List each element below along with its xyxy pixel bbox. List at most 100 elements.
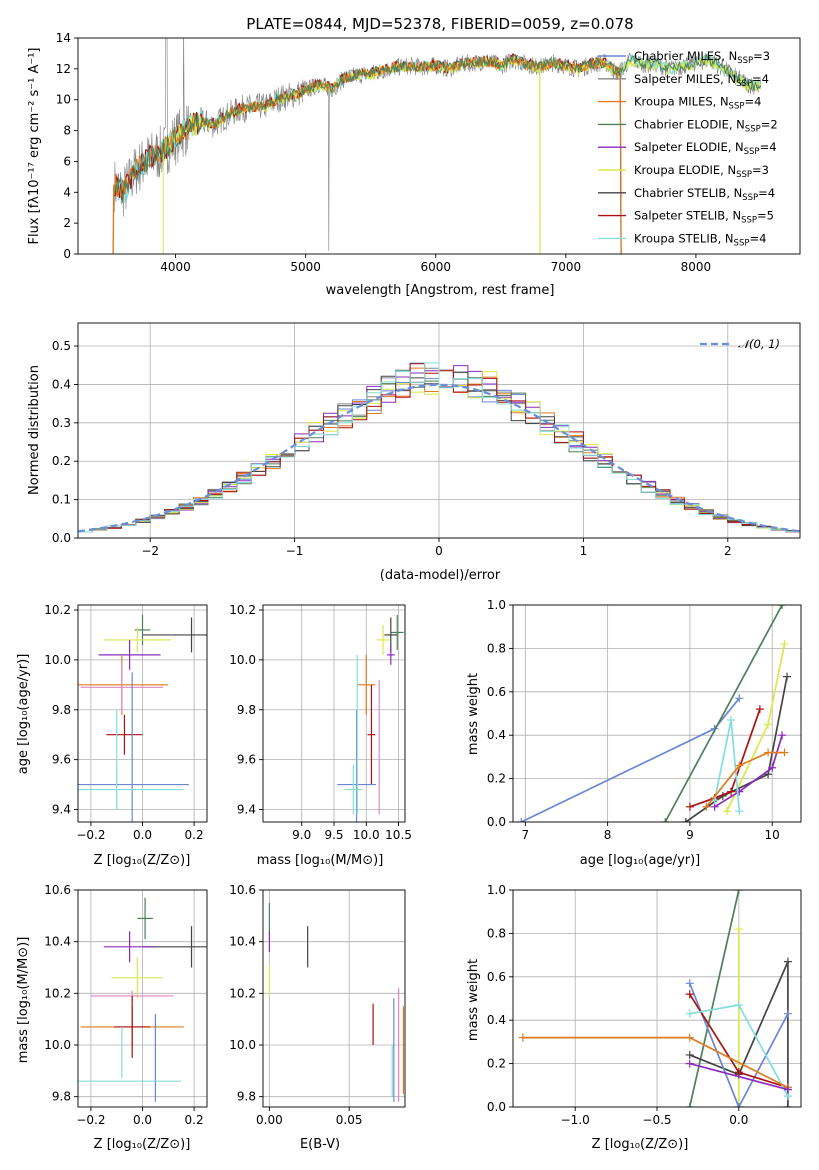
weight_vs_Z-axes: −1.0 −0.5 0.0 0.0 0.2 0.4 0.6 0.8 1.0 bbox=[487, 883, 802, 1127]
salpeter-stelib-model-line bbox=[113, 53, 622, 254]
age_vs_Z-ytick-label: 10.0 bbox=[44, 653, 71, 667]
age_vs_mass-ytick-label: 10.2 bbox=[229, 603, 256, 617]
weight-point bbox=[661, 818, 670, 822]
weight-point bbox=[517, 818, 526, 822]
age_vs_mass-xtick-label: 9.5 bbox=[324, 828, 343, 842]
mass_vs_EBV-xtick-label: 0.05 bbox=[336, 1113, 363, 1127]
residuals-ytick-label: 0.3 bbox=[52, 416, 71, 430]
age_vs_mass-frame bbox=[262, 604, 406, 823]
weight-series-line bbox=[688, 982, 789, 1107]
weight-point bbox=[727, 787, 736, 796]
weight-point bbox=[685, 979, 694, 988]
age_vs_mass-axes: 9.0 9.5 10.0 10.5 9.4 9.6 9.8 10.0 10.2 bbox=[229, 603, 412, 842]
weight-series-line bbox=[689, 1062, 789, 1091]
mass_vs_EBV-ytick-label: 10.2 bbox=[229, 986, 256, 1000]
age_vs_Z-ytick-label: 9.4 bbox=[52, 803, 71, 817]
age_vs_Z-xtick-label: −0.2 bbox=[76, 828, 105, 842]
spectrum-xtick-label: 8000 bbox=[681, 260, 712, 274]
spectrum-frame bbox=[77, 37, 801, 255]
weight_vs_age-marks bbox=[517, 605, 792, 822]
weight_vs_Z-ytick-label: 0.2 bbox=[487, 1057, 506, 1071]
weight-series-line bbox=[689, 961, 789, 1107]
age_vs_Z-xtick-label: 0.2 bbox=[185, 828, 204, 842]
weight_vs_age-ytick-label: 0.6 bbox=[487, 685, 506, 699]
mass_vs_EBV-ytick-label: 10.4 bbox=[229, 935, 256, 949]
residuals-ytick-label: 0.0 bbox=[52, 531, 71, 545]
age_vs_mass-xtick-label: 10.0 bbox=[353, 828, 380, 842]
mass_vs_Z-axes: −0.2 0.0 0.2 9.8 10.0 10.2 10.4 10.6 bbox=[44, 883, 208, 1127]
weight-point bbox=[734, 1001, 743, 1010]
weight_vs_age-ytick-label: 0.8 bbox=[487, 641, 506, 655]
weight-series-line bbox=[522, 1036, 789, 1089]
mass_vs_Z-grid bbox=[78, 889, 207, 1107]
age_vs_Z-ytick-label: 9.8 bbox=[52, 703, 71, 717]
weight-point bbox=[685, 1033, 694, 1042]
age_vs_mass-marks bbox=[337, 614, 404, 822]
residuals-xlabel: (data-model)/error bbox=[380, 568, 501, 583]
weight-point bbox=[734, 1103, 743, 1107]
spectrum-ytick-label: 12 bbox=[56, 62, 71, 76]
spectrum-xtick-label: 7000 bbox=[551, 260, 582, 274]
spectrum-plot: 4000 5000 6000 7000 8000 0 2 4 6 8 10 12 14 Chabrier … bbox=[56, 31, 801, 274]
mass_vs_Z-xtick-label: −0.2 bbox=[76, 1113, 105, 1127]
residuals-frame bbox=[77, 322, 801, 539]
weight-point bbox=[764, 720, 773, 729]
mass_vs_EBV-axes: 0.00 0.05 9.8 10.0 10.2 10.4 10.6 bbox=[229, 883, 406, 1127]
mass-z-xlabel: Z [log₁₀(Z/Z⊙)] bbox=[94, 1137, 191, 1152]
weight-age-xlabel: age [log₁₀(age/yr)] bbox=[580, 853, 701, 868]
mass_vs_Z-ytick-label: 10.6 bbox=[44, 883, 71, 897]
residuals-ytick-label: 0.4 bbox=[52, 377, 71, 391]
weight_vs_Z-ytick-label: 0.0 bbox=[487, 1100, 506, 1114]
age-z-ylabel: age [log₁₀(age/yr)] bbox=[16, 654, 31, 775]
normal-distribution-curve bbox=[78, 383, 800, 533]
weight-point bbox=[764, 748, 773, 757]
age-z-xlabel: Z [log₁₀(Z/Z⊙)] bbox=[94, 853, 191, 868]
weight-point bbox=[783, 957, 792, 966]
legend-entry: Salpeter STELIB, NSSP=5 bbox=[634, 209, 774, 226]
age_vs_mass-ytick-label: 9.8 bbox=[237, 703, 256, 717]
mass_vs_Z-plot: −0.2 0.0 0.2 9.8 10.0 10.2 10.4 10.6 bbox=[44, 883, 208, 1127]
residuals-legend: 𝒩(0, 1) bbox=[700, 337, 780, 351]
weight-series-line bbox=[714, 734, 783, 808]
weight-point bbox=[518, 1033, 527, 1042]
weight_vs_Z-ytick-label: 0.4 bbox=[487, 1013, 506, 1027]
mass_vs_Z-xtick-label: 0.2 bbox=[185, 1113, 204, 1127]
weight-point bbox=[685, 1009, 694, 1018]
mass_vs_EBV-ytick-label: 9.8 bbox=[237, 1090, 256, 1104]
weight-point bbox=[702, 802, 711, 811]
weight_vs_Z-xtick-label: −1.0 bbox=[561, 1113, 590, 1127]
weight-point bbox=[734, 925, 743, 934]
weight-z-ylabel: mass weight bbox=[466, 959, 481, 1041]
weight-point bbox=[681, 818, 690, 822]
weight-series-line bbox=[705, 751, 785, 808]
age_vs_mass-xtick-label: 10.5 bbox=[385, 828, 412, 842]
age_vs_Z-axes: −0.2 0.0 0.2 9.4 9.6 9.8 10.0 10.2 bbox=[44, 603, 208, 842]
age_vs_Z-frame bbox=[77, 604, 208, 823]
legend-entry: Kroupa ELODIE, NSSP=3 bbox=[634, 163, 769, 180]
age_vs_mass-plot: 9.0 9.5 10.0 10.5 9.4 9.6 9.8 10.0 10.2 bbox=[229, 603, 412, 842]
weight_vs_Z-grid bbox=[513, 889, 801, 1108]
residuals-xtick-label: −1 bbox=[286, 544, 304, 558]
mass_vs_Z-ytick-label: 10.4 bbox=[44, 935, 71, 949]
weight-point bbox=[778, 731, 787, 740]
weight_vs_age-ytick-label: 0.4 bbox=[487, 728, 506, 742]
age_vs_Z-grid bbox=[78, 605, 207, 822]
age_vs_mass-ytick-label: 10.0 bbox=[229, 653, 256, 667]
residuals-xtick-label: 1 bbox=[580, 544, 588, 558]
residuals-xtick-label: 0 bbox=[435, 544, 443, 558]
weight_vs_age-axes: 7 8 9 10 0.0 0.2 0.4 0.6 0.8 1.0 bbox=[487, 598, 802, 842]
mass_vs_EBV-grid bbox=[263, 889, 405, 1107]
age_vs_Z-marks bbox=[78, 614, 207, 822]
legend-entry: Kroupa STELIB, NSSP=4 bbox=[634, 231, 766, 248]
spectrum-ytick-label: 14 bbox=[56, 31, 71, 45]
weight-point bbox=[734, 890, 743, 894]
weight-point bbox=[685, 1059, 694, 1068]
mass-z-ylabel: mass [log₁₀(M/M⊙)] bbox=[16, 937, 31, 1064]
weight-series-line bbox=[688, 890, 740, 1107]
spectrum-title: PLATE=0844, MJD=52378, FIBERID=0059, z=0… bbox=[246, 15, 633, 33]
residuals-xtick-label: −2 bbox=[141, 544, 159, 558]
kroupa-miles-model-line bbox=[113, 55, 622, 254]
weight-point bbox=[735, 694, 744, 703]
spectrum-xtick-label: 4000 bbox=[160, 260, 191, 274]
mass_vs_EBV-xtick-label: 0.00 bbox=[256, 1113, 283, 1127]
